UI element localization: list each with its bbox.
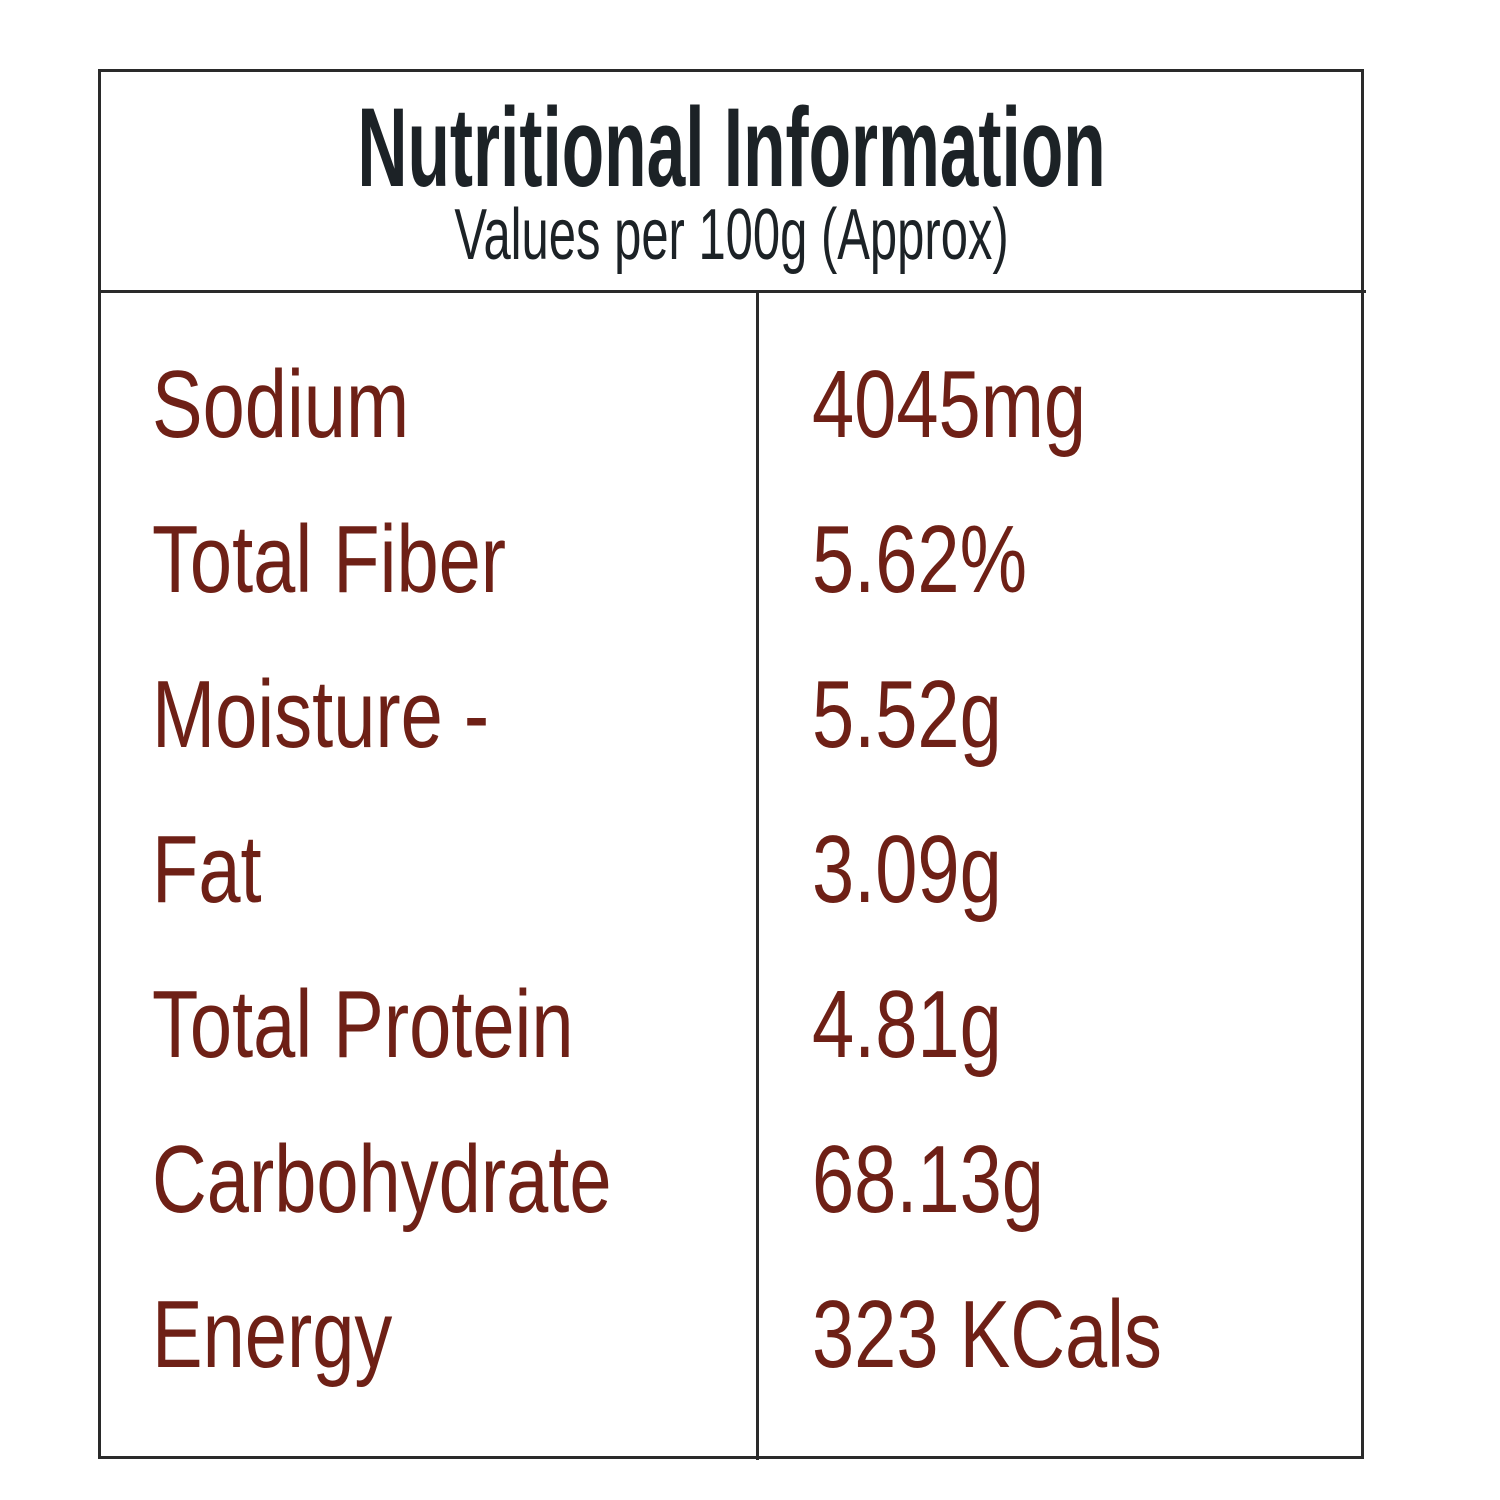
nutrient-label: Energy — [152, 1281, 393, 1388]
nutrient-value: 5.52g — [812, 661, 1002, 768]
table-subtitle: Values per 100g (Approx) — [98, 195, 1366, 275]
header-divider — [98, 290, 1366, 293]
table-row: Sodium 4045mg — [0, 350, 1500, 460]
table-row: Total Protein 4.81g — [0, 970, 1500, 1080]
nutrient-label: Total Fiber — [152, 506, 507, 613]
nutrient-value: 4045mg — [812, 351, 1087, 458]
nutrient-value: 3.09g — [812, 816, 1002, 923]
nutrient-value: 4.81g — [812, 971, 1002, 1078]
nutrient-value: 323 KCals — [812, 1281, 1162, 1388]
nutrient-label: Fat — [152, 816, 262, 923]
nutrient-value: 68.13g — [812, 1126, 1044, 1233]
nutrient-label: Carbohydrate — [152, 1126, 612, 1233]
title-text: Nutritional Information — [357, 85, 1107, 210]
nutrient-value: 5.62% — [812, 506, 1028, 613]
table-title: Nutritional Information — [98, 86, 1366, 209]
nutrient-label: Total Protein — [152, 971, 574, 1078]
column-divider — [756, 292, 759, 1460]
table-row: Carbohydrate 68.13g — [0, 1125, 1500, 1235]
table-row: Energy 323 KCals — [0, 1280, 1500, 1390]
subtitle-text: Values per 100g (Approx) — [454, 195, 1010, 275]
nutrition-table — [98, 69, 1364, 1459]
table-row: Moisture - 5.52g — [0, 660, 1500, 770]
nutrient-label: Moisture - — [152, 661, 490, 768]
nutrient-label: Sodium — [152, 351, 410, 458]
table-row: Fat 3.09g — [0, 815, 1500, 925]
table-row: Total Fiber 5.62% — [0, 505, 1500, 615]
